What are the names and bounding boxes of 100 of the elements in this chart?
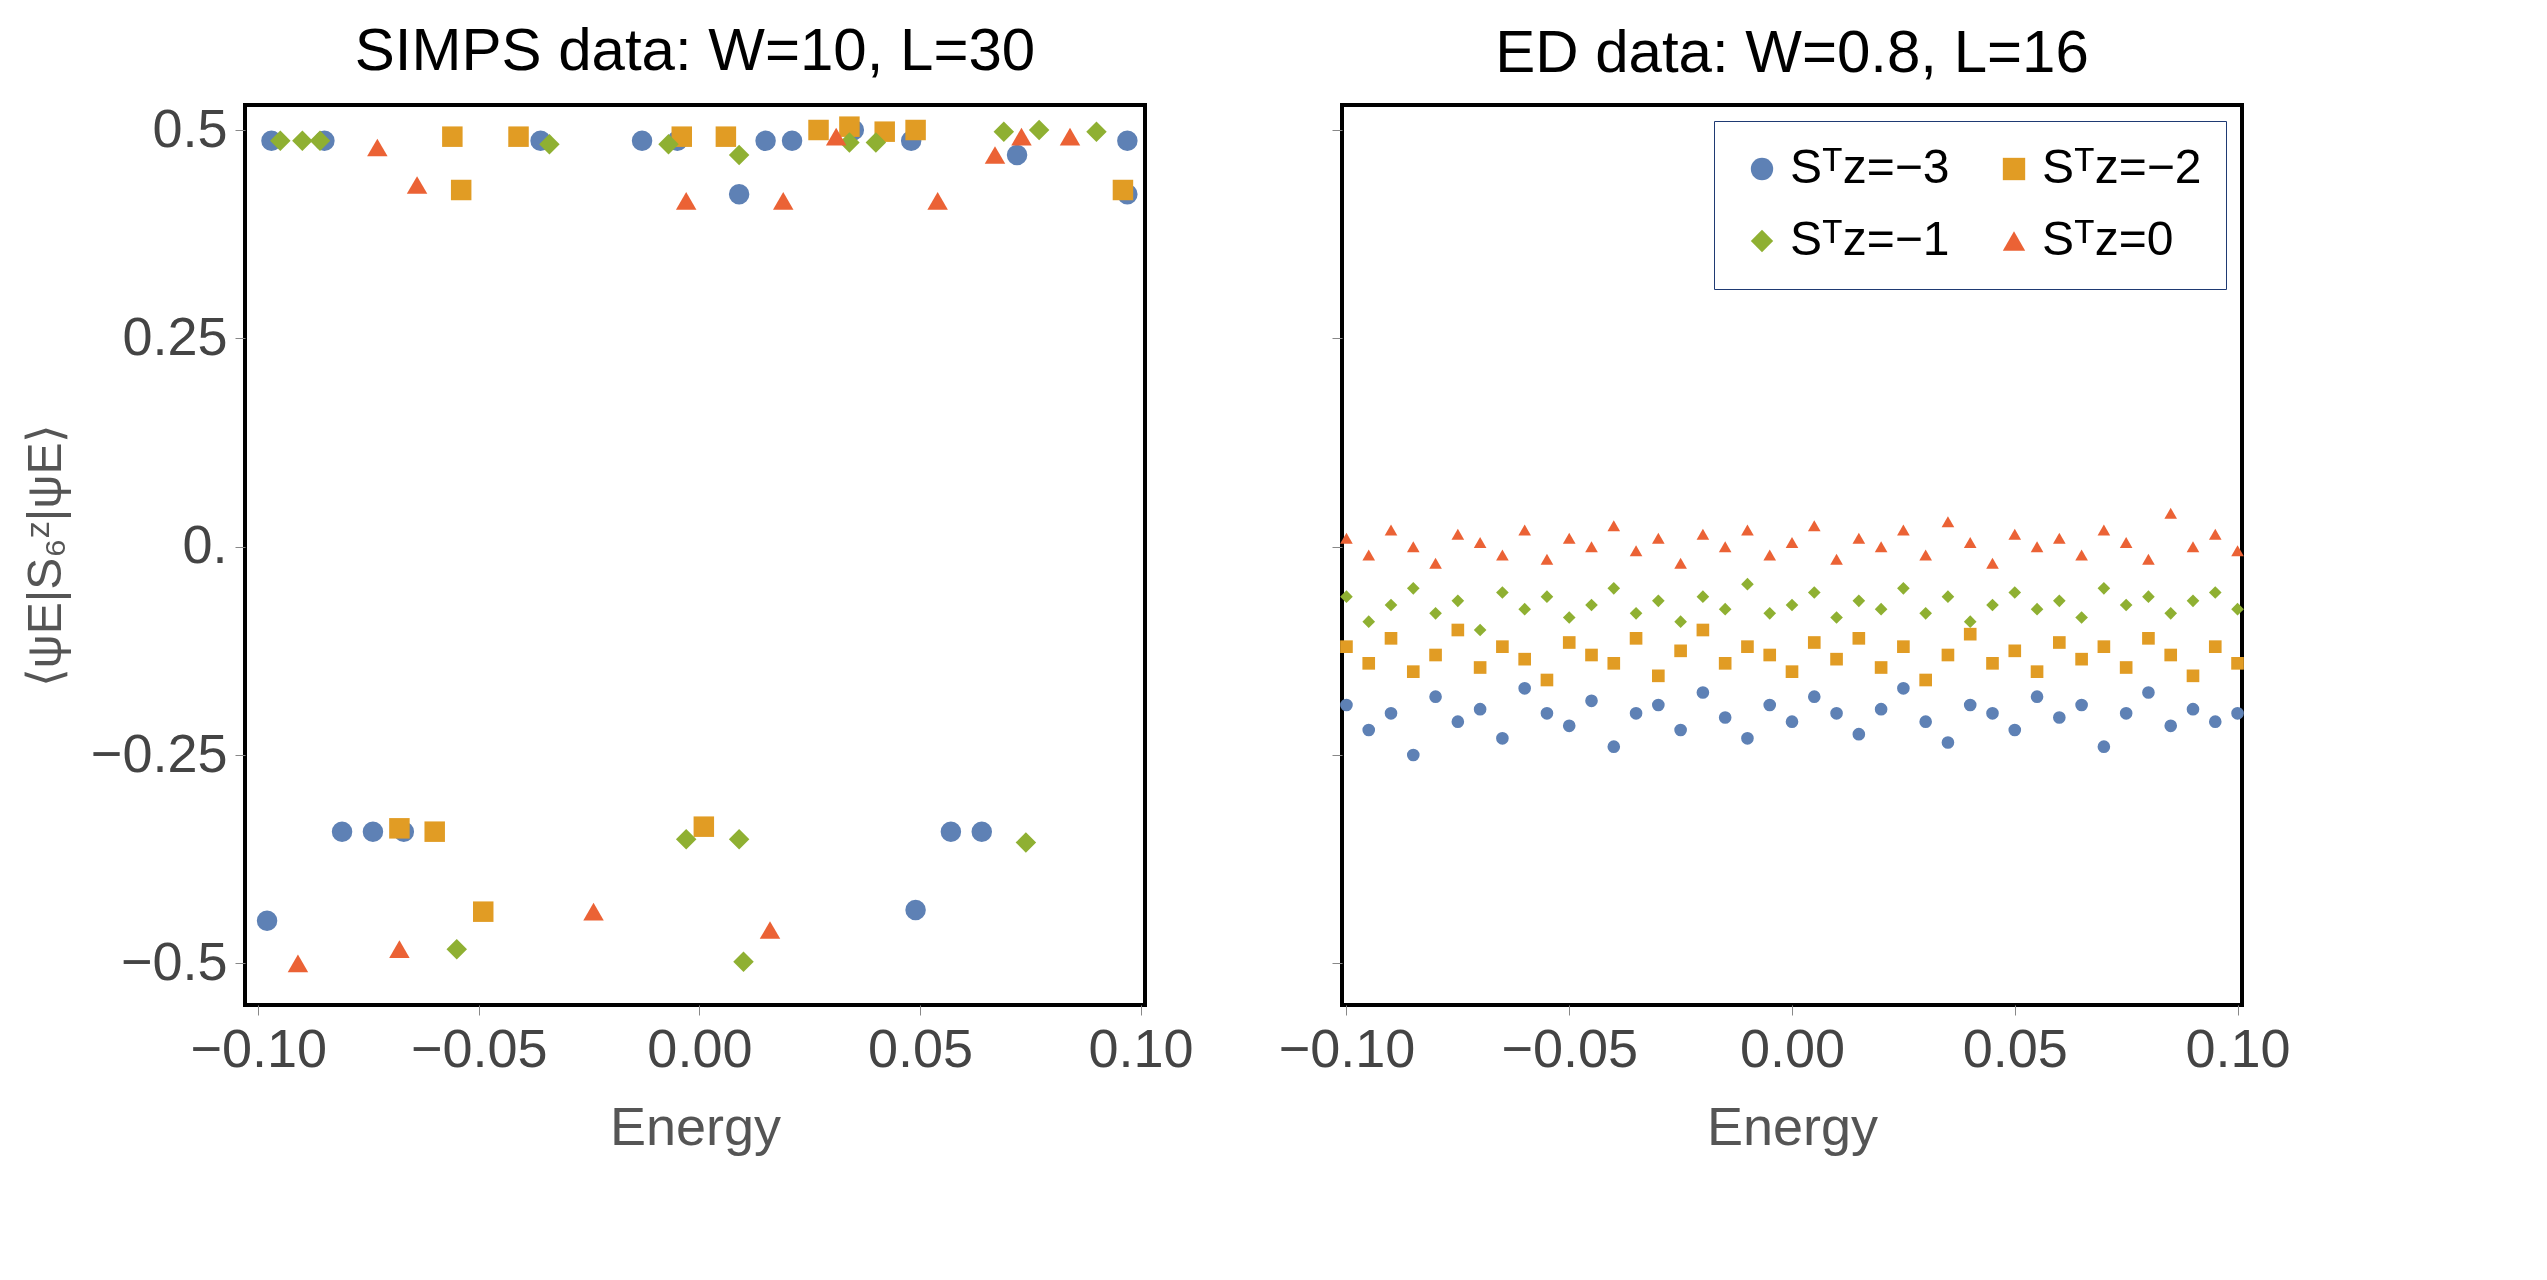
point <box>1718 602 1732 616</box>
point <box>2053 636 2066 649</box>
y-tick-label: −0.5 <box>120 930 228 991</box>
point <box>1406 748 1420 762</box>
legend-label: Sᵀz=−2 <box>2042 140 2202 193</box>
point <box>1674 644 1687 658</box>
point <box>1652 669 1665 683</box>
point <box>1652 532 1665 544</box>
point <box>1674 615 1687 628</box>
point <box>1340 698 1353 712</box>
point <box>755 130 776 152</box>
point <box>728 144 750 166</box>
point <box>1496 586 1509 599</box>
y-tick-label: 0.25 <box>122 305 228 366</box>
point <box>1562 611 1576 624</box>
x-axis-title: Energy <box>1706 1095 1879 1156</box>
point <box>1496 640 1509 653</box>
point <box>2119 661 2133 674</box>
point <box>1006 144 1028 166</box>
point <box>2075 652 2088 666</box>
point <box>1562 532 1576 544</box>
point <box>1741 640 1754 653</box>
point <box>331 821 353 842</box>
point <box>1451 623 1465 637</box>
point <box>1086 121 1107 142</box>
point <box>1986 598 1999 612</box>
point <box>1496 549 1509 561</box>
point <box>539 133 560 155</box>
point <box>1852 532 1866 544</box>
point <box>1897 582 1910 595</box>
legend-label: Sᵀz=0 <box>2042 212 2174 265</box>
point <box>1986 707 1999 720</box>
point <box>1919 607 1932 620</box>
point <box>1763 698 1777 712</box>
point <box>1473 537 1487 548</box>
point <box>2097 640 2111 653</box>
point <box>1763 648 1777 662</box>
chart-title: ED data: W=0.8, L=16 <box>1495 18 2089 85</box>
point <box>1963 627 1977 641</box>
point <box>2142 590 2155 603</box>
point <box>1518 652 1531 666</box>
point <box>759 921 781 939</box>
point <box>905 899 926 921</box>
point <box>2097 524 2111 536</box>
point <box>472 901 494 922</box>
point <box>1807 586 1821 599</box>
point <box>2231 707 2244 720</box>
point <box>2186 594 2200 608</box>
point <box>1607 582 1621 595</box>
point <box>2231 545 2244 557</box>
point <box>1585 541 1598 553</box>
point <box>2075 611 2088 624</box>
point <box>1919 549 1932 561</box>
point <box>1830 553 1843 565</box>
point <box>940 821 962 842</box>
point <box>1741 524 1754 536</box>
point <box>1540 590 1554 603</box>
point <box>1406 665 1420 678</box>
point <box>2186 702 2200 716</box>
point <box>1540 707 1554 720</box>
point <box>984 146 1006 164</box>
point <box>728 828 750 850</box>
point <box>2030 665 2044 678</box>
point <box>1384 632 1398 645</box>
point <box>1607 520 1621 532</box>
point <box>1785 537 1799 548</box>
point <box>1785 665 1799 678</box>
point <box>2208 586 2222 599</box>
point <box>631 130 653 152</box>
x-tick-label: −0.10 <box>190 1017 328 1078</box>
point <box>1785 598 1799 612</box>
point <box>1384 707 1398 720</box>
point <box>1741 732 1754 745</box>
point <box>1429 557 1442 569</box>
point <box>971 821 993 842</box>
point <box>658 133 679 155</box>
y-tick-label: 0. <box>182 514 228 575</box>
point <box>1763 607 1777 620</box>
point <box>2097 740 2111 753</box>
point <box>2097 582 2111 595</box>
point <box>1830 652 1843 666</box>
point <box>2030 602 2044 616</box>
x-tick-label: 0.10 <box>1088 1017 1194 1078</box>
point <box>1384 524 1398 536</box>
point <box>2208 715 2222 728</box>
x-tick-label: −0.05 <box>1501 1017 1639 1078</box>
point <box>1496 732 1509 745</box>
point <box>389 818 410 839</box>
point <box>1473 623 1487 637</box>
point <box>1540 553 1554 565</box>
point <box>1585 648 1598 662</box>
point <box>728 183 750 205</box>
point <box>256 910 278 932</box>
x-tick-label: 0.05 <box>867 1017 974 1078</box>
point <box>2231 657 2244 670</box>
point <box>1451 594 1465 608</box>
point <box>1941 736 1955 749</box>
point <box>1986 557 1999 569</box>
point <box>1874 661 1888 674</box>
point <box>367 138 388 157</box>
